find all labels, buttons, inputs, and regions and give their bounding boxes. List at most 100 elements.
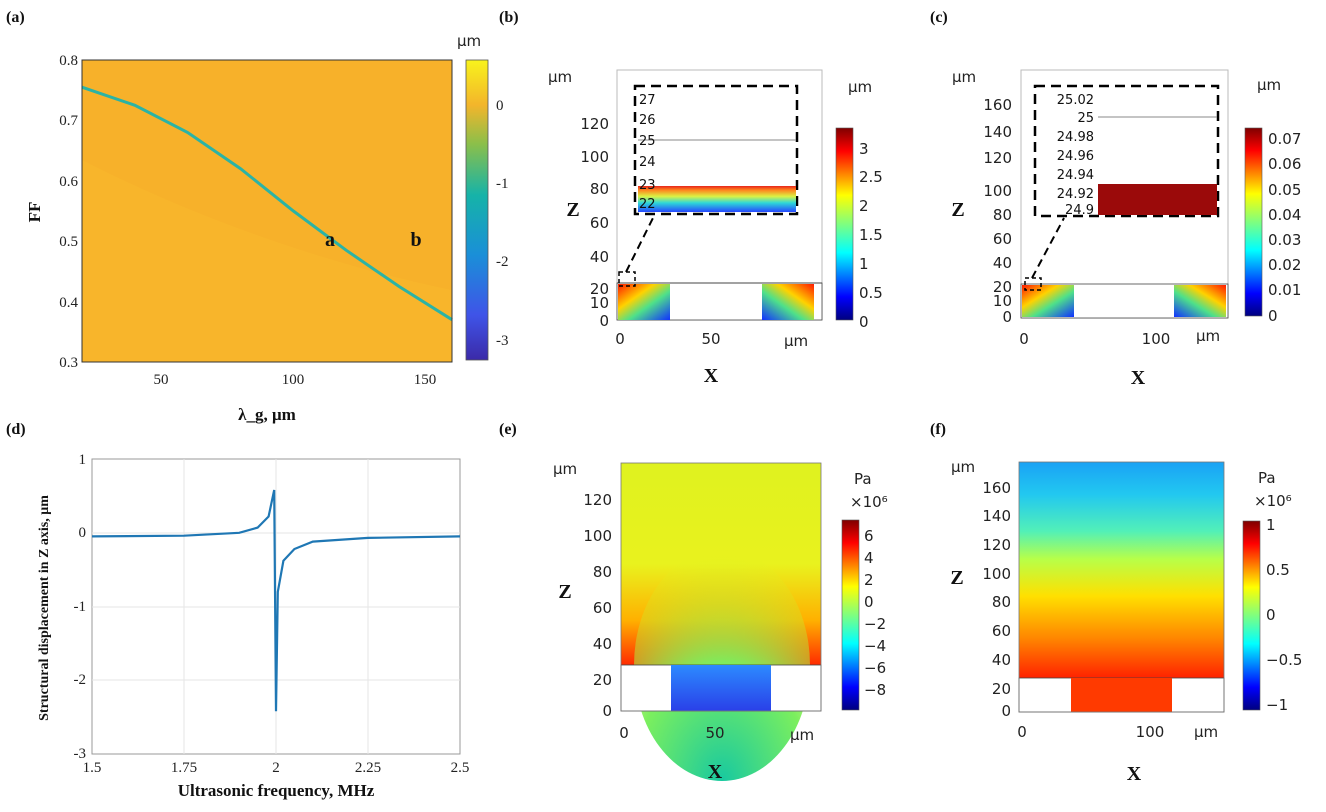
- panel-c-inset-fill: [1098, 184, 1217, 215]
- panel-e-label: (e): [499, 421, 517, 438]
- panel-c-inset-tick: 24.9: [1065, 203, 1094, 218]
- panel-b-label: (b): [499, 9, 519, 26]
- panel-e-y-unit: μm: [553, 460, 577, 478]
- panel-c-cbtick: 0.01: [1268, 281, 1301, 299]
- panel-a-xtick: 150: [414, 372, 437, 388]
- panel-f-x-unit: μm: [1194, 723, 1218, 741]
- panel-e-colorbar: [841, 519, 860, 711]
- panel-c-cbtick: 0.02: [1268, 256, 1301, 274]
- panel-f-ytick: 100: [982, 565, 1011, 583]
- panel-f-ytick: 60: [992, 622, 1011, 640]
- panel-c-right-beam: [1174, 285, 1226, 317]
- panel-e-ytick: 20: [593, 671, 612, 689]
- panel-c-left-beam: [1022, 285, 1074, 317]
- panel-b-ytick: 20: [590, 280, 609, 298]
- panel-a-ytick: 0.7: [59, 113, 78, 129]
- panel-a-ytick: 0.5: [59, 234, 78, 250]
- panel-b-inset-tick: 25: [639, 134, 656, 149]
- panel-f-ytick: 120: [982, 536, 1011, 554]
- panel-e-cbtick: 0: [864, 593, 874, 611]
- panel-d-label: (d): [6, 421, 26, 438]
- panel-f-colorbar-unit: Pa: [1258, 469, 1276, 487]
- panel-b-ytick: 10: [590, 294, 609, 312]
- panel-a-cbtick: -1: [496, 176, 509, 192]
- panel-d-xtick: 1.75: [171, 760, 197, 776]
- panel-f: (f) 0 20 40 60 80 100 120 140 160 0 100 …: [930, 421, 1302, 785]
- panel-a: (a) a b 0.3 0.4 0.5 0.6 0.7 0.8 50 100 1…: [6, 9, 509, 424]
- panel-e-beam: [671, 665, 771, 711]
- panel-f-ytick: 40: [992, 651, 1011, 669]
- panel-a-xtick: 100: [282, 372, 305, 388]
- panel-c-label: (c): [930, 9, 948, 26]
- panel-a-ytick: 0.4: [59, 295, 78, 311]
- panel-d-xtick: 2: [272, 760, 280, 776]
- panel-e-ytick: 80: [593, 563, 612, 581]
- panel-e-ytick: 40: [593, 635, 612, 653]
- panel-f-colorbar-scale: ×10⁶: [1254, 492, 1292, 510]
- panel-b-ytick: 60: [590, 214, 609, 232]
- panel-d-xtick: 1.5: [83, 760, 102, 776]
- panel-c-inset-tick: 24.98: [1057, 130, 1094, 145]
- panel-e-ytick: 60: [593, 599, 612, 617]
- panel-d-ytick: 1: [79, 452, 87, 468]
- panel-c-ytick: 0: [1002, 308, 1012, 326]
- panel-f-cbtick: 0.5: [1266, 561, 1290, 579]
- panel-c-xlabel: X: [1131, 367, 1146, 389]
- panel-a-ylabel: FF: [25, 202, 44, 223]
- panel-c-cbtick: 0.07: [1268, 130, 1301, 148]
- panel-d-ytick: -2: [74, 672, 87, 688]
- panel-b-colorbar: [835, 127, 854, 321]
- panel-a-annotation-b: b: [410, 229, 421, 251]
- panel-e-ylabel: Z: [558, 581, 571, 603]
- panel-f-ytick: 140: [982, 507, 1011, 525]
- panel-d-ytick: -3: [74, 746, 87, 762]
- panel-b-cbtick: 3: [859, 140, 869, 158]
- panel-b: (b) 27 26 25 24 23 22 0 10 20 40 60 80 1…: [499, 9, 883, 387]
- panel-f-frame: [1018, 461, 1225, 713]
- panel-c-cbtick: 0.03: [1268, 231, 1301, 249]
- panel-c-ytick: 10: [993, 292, 1012, 310]
- panel-a-cbtick: -3: [496, 333, 509, 349]
- panel-f-beam: [1071, 678, 1172, 712]
- panel-c-cbtick: 0: [1268, 307, 1278, 325]
- panel-e-frame: [620, 462, 822, 712]
- panel-e-cbtick: 2: [864, 571, 874, 589]
- panel-c-xtick: 0: [1019, 330, 1029, 348]
- panel-b-ytick: 120: [580, 115, 609, 133]
- panel-a-cbtick: 0: [496, 98, 504, 114]
- panel-c-ytick: 40: [993, 254, 1012, 272]
- panel-c-ytick: 20: [993, 278, 1012, 296]
- panel-a-light-region: [82, 160, 452, 362]
- panel-c-zoom-connector: [1031, 217, 1065, 279]
- panel-b-cbtick: 0.5: [859, 284, 883, 302]
- panel-c-inset-tick: 24.94: [1057, 168, 1094, 183]
- panel-b-xtick: 0: [615, 330, 625, 348]
- panel-d-ytick: -1: [74, 599, 87, 615]
- panel-c-x-unit: μm: [1196, 327, 1220, 345]
- panel-f-ytick: 160: [982, 479, 1011, 497]
- panel-b-inset-fill: [638, 186, 796, 212]
- panel-e-ytick: 120: [583, 491, 612, 509]
- panel-c-inset-tick: 25.02: [1057, 93, 1094, 108]
- panel-f-cbtick: 1: [1266, 516, 1276, 534]
- panel-c-colorbar-unit: μm: [1257, 76, 1281, 94]
- panel-d-xtick: 2.25: [355, 760, 381, 776]
- panel-b-inset-tick: 23: [639, 178, 656, 193]
- panel-b-cbtick: 0: [859, 313, 869, 331]
- panel-e-ytick: 100: [583, 527, 612, 545]
- panel-c-ytick: 80: [993, 206, 1012, 224]
- panel-e-colorbar-scale: ×10⁶: [850, 493, 888, 511]
- panel-a-ytick: 0.6: [59, 174, 78, 190]
- panel-c-inset-tick: 25: [1077, 111, 1094, 126]
- panel-b-right-beam: [762, 284, 814, 320]
- panel-e-cbtick: −4: [864, 637, 886, 655]
- panel-c-ytick: 140: [983, 123, 1012, 141]
- panel-f-label: (f): [930, 421, 946, 438]
- panel-a-ytick: 0.8: [59, 53, 78, 69]
- panel-d-xtick: 2.5: [451, 760, 470, 776]
- panel-e-ytick: 0: [602, 702, 612, 720]
- panel-c-ytick: 160: [983, 96, 1012, 114]
- panel-b-ytick: 0: [599, 312, 609, 330]
- panel-e-cbtick: −2: [864, 615, 886, 633]
